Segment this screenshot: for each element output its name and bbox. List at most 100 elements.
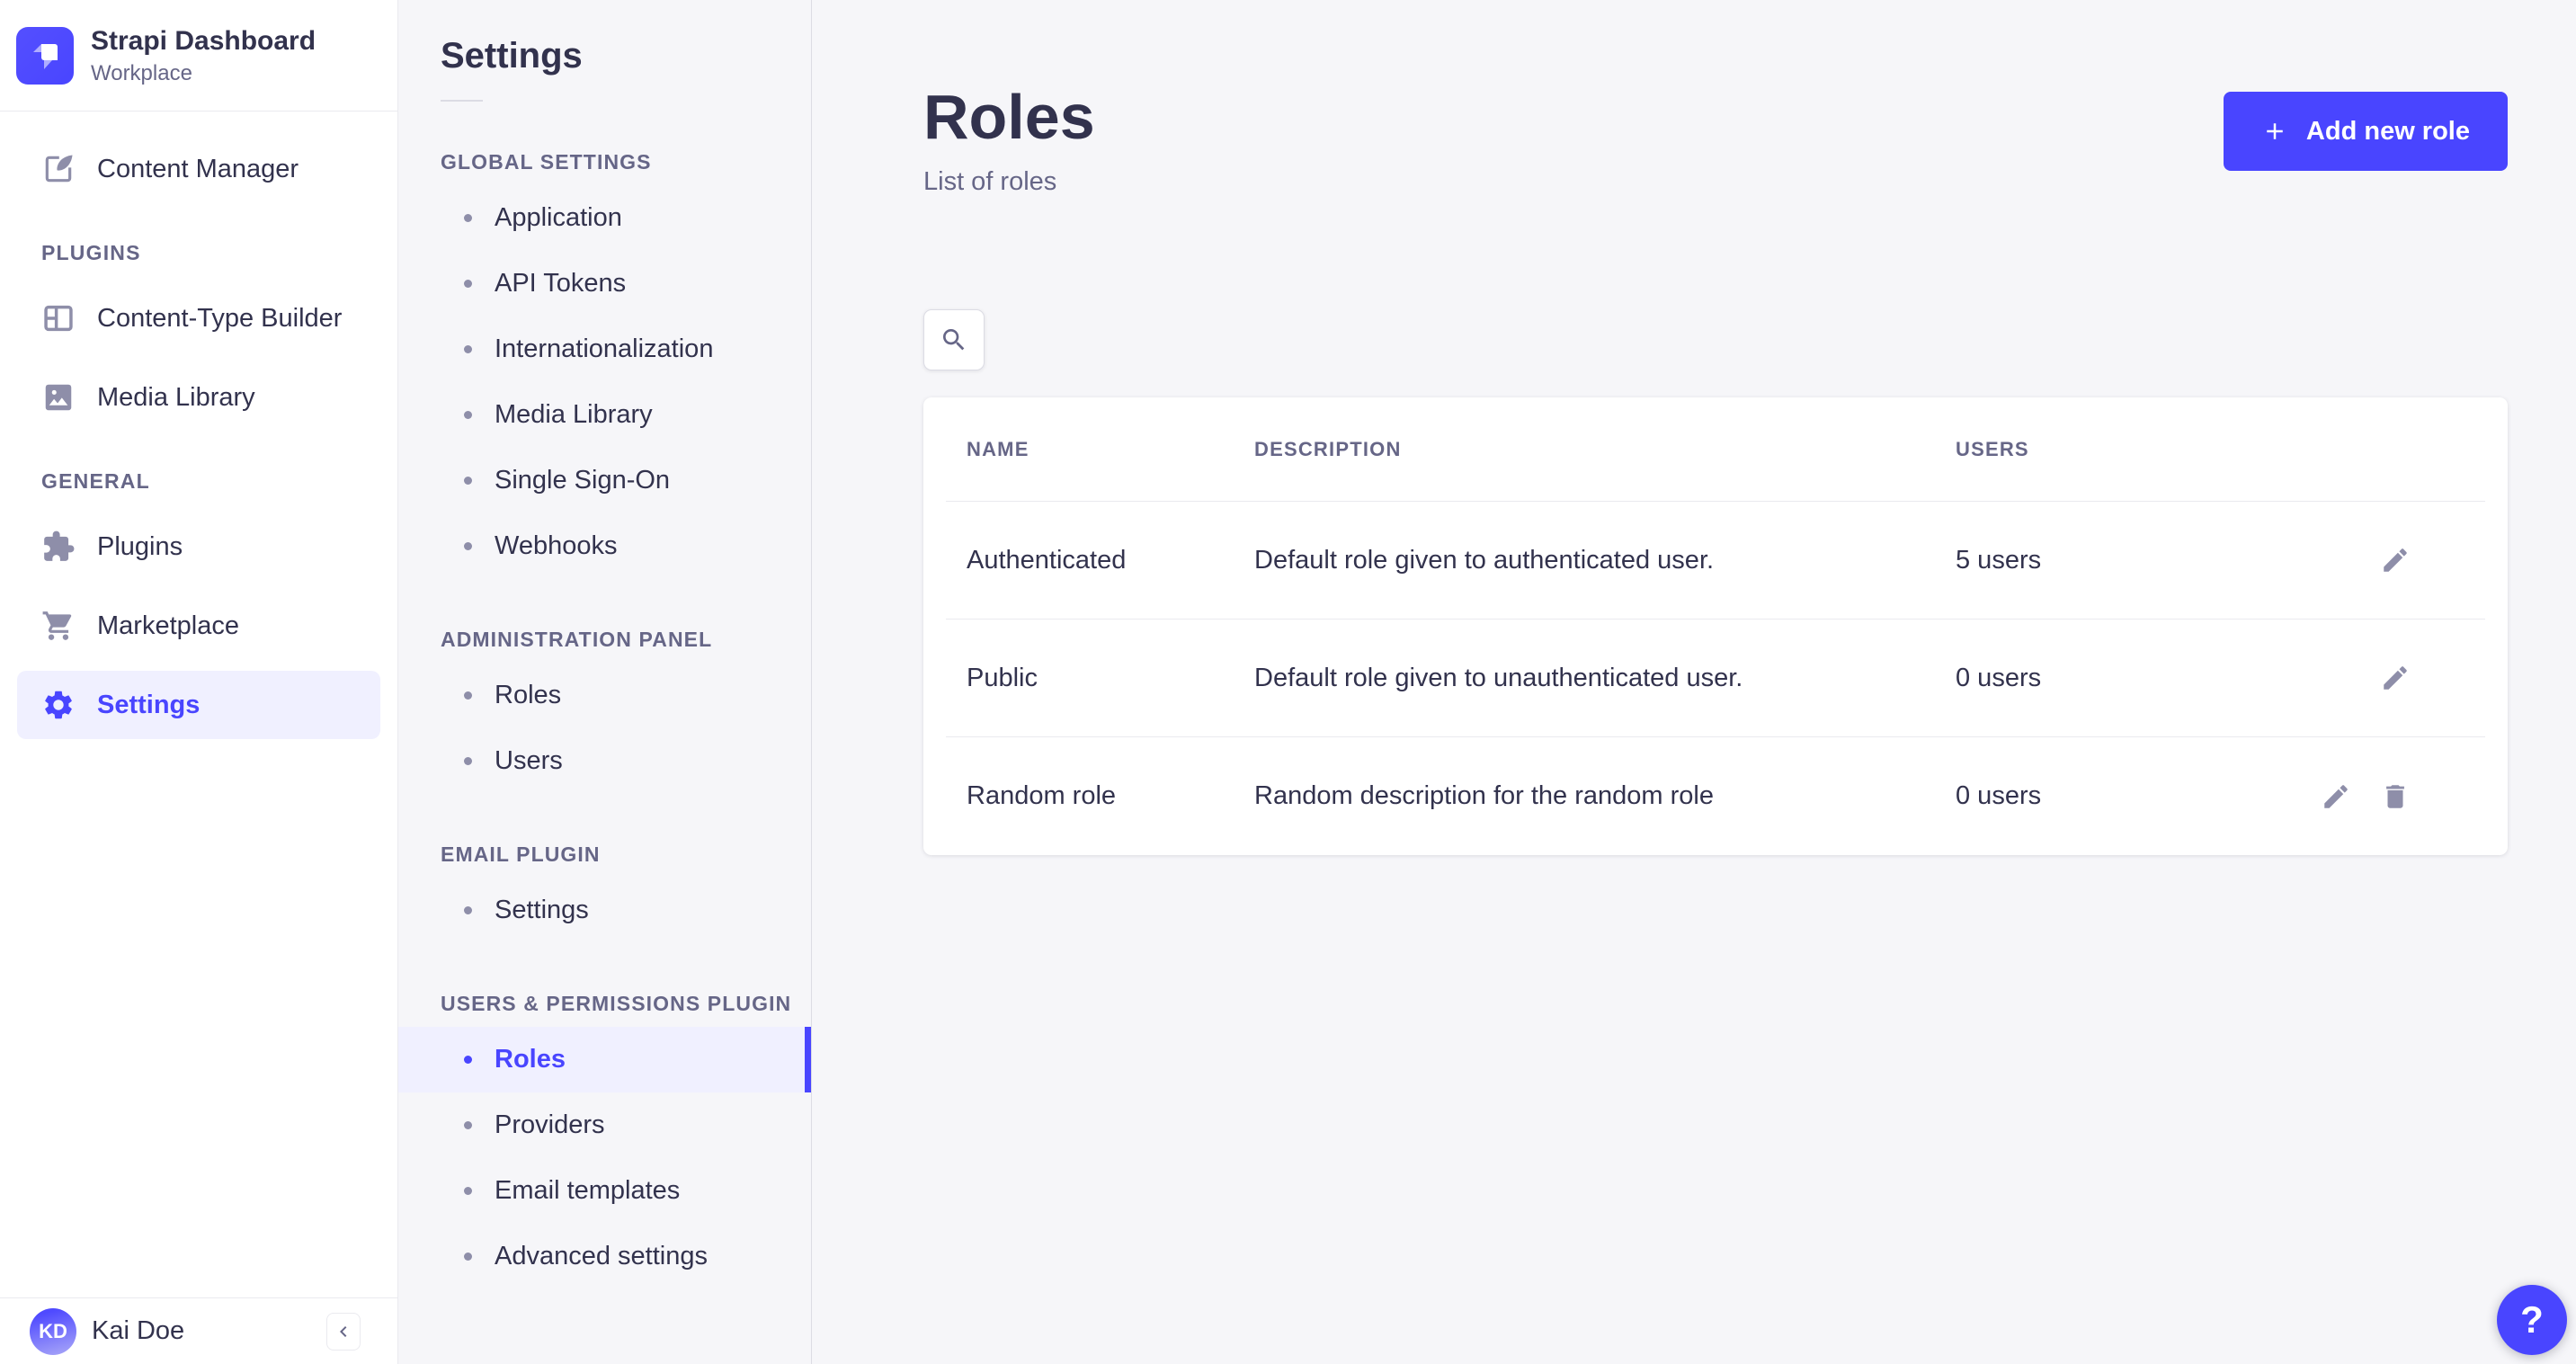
edit-role-button[interactable]: [2380, 545, 2411, 575]
edit-role-button[interactable]: [2321, 781, 2351, 812]
bullet-icon: [464, 345, 472, 353]
role-description-cell: Default role given to authenticated user…: [1254, 545, 1715, 575]
workspace-name: Workplace: [91, 60, 192, 85]
settings-sidebar-title: Settings: [441, 36, 583, 76]
search-icon: [940, 325, 968, 354]
subnav-item-label: Roles: [495, 681, 562, 709]
subnav-item-application[interactable]: Application: [398, 185, 811, 251]
bullet-icon: [464, 411, 472, 419]
bullet-icon: [464, 691, 472, 700]
subnav-item-advanced-settings[interactable]: Advanced settings: [398, 1224, 811, 1289]
add-new-role-button[interactable]: Add new role: [2223, 92, 2508, 171]
subnav-item-label: Webhooks: [495, 531, 618, 560]
collapse-sidebar-button[interactable]: [326, 1312, 361, 1351]
marketplace-icon: [41, 609, 76, 643]
subnav-item-label: Email templates: [495, 1176, 681, 1205]
pencil-icon: [2321, 781, 2351, 812]
role-name-cell: Random role: [967, 781, 1117, 810]
bullet-icon: [464, 280, 472, 288]
subnav-item-api-tokens[interactable]: API Tokens: [398, 251, 811, 316]
plus-icon: [2261, 118, 2288, 145]
subnav-item-label: Application: [495, 203, 622, 232]
bullet-icon: [464, 1187, 472, 1195]
role-description-cell: Random description for the random role: [1254, 781, 1714, 810]
row-actions: [2321, 781, 2465, 812]
role-name-cell: Authenticated: [967, 545, 1127, 575]
edit-role-button[interactable]: [2380, 663, 2411, 693]
bullet-icon: [464, 542, 472, 550]
settings-section-label-users-permissions-plugin: USERS & PERMISSIONS PLUGIN: [441, 992, 792, 1015]
subnav-item-label: Advanced settings: [495, 1242, 708, 1270]
sidebar-footer: KD Kai Doe: [0, 1297, 397, 1364]
nav-item-label: Marketplace: [97, 611, 239, 640]
subnav-item-media-library[interactable]: Media Library: [398, 382, 811, 448]
nav-item-label: Content-Type Builder: [97, 303, 343, 333]
column-header-name: NAME: [967, 437, 1030, 460]
bullet-icon: [464, 1121, 472, 1129]
role-name-cell: Public: [967, 663, 1038, 692]
delete-role-button[interactable]: [2380, 781, 2411, 812]
role-description-cell: Default role given to unauthenticated us…: [1254, 663, 1743, 692]
help-button[interactable]: ?: [2497, 1285, 2567, 1355]
bullet-icon: [464, 906, 472, 914]
nav-section-label: PLUGINS: [41, 241, 141, 264]
bullet-icon: [464, 1056, 472, 1064]
table-row-public[interactable]: Public Default role given to unauthentica…: [946, 620, 2485, 737]
subnav-item-providers[interactable]: Providers: [398, 1092, 811, 1158]
page-title: Roles: [923, 82, 1095, 152]
column-header-description: DESCRIPTION: [1254, 437, 1402, 460]
nav-group: Content Manager: [0, 135, 397, 203]
settings-section-label-global-settings: GLOBAL SETTINGS: [441, 150, 652, 174]
main-content: Roles List of roles Add new role NAME DE…: [812, 0, 2576, 1364]
nav-item-marketplace[interactable]: Marketplace: [0, 592, 397, 660]
subnav-item-roles[interactable]: Roles: [398, 663, 811, 728]
page-header-text: Roles List of roles: [923, 83, 1095, 197]
subnav-item-label: API Tokens: [495, 269, 627, 298]
table-row-authenticated[interactable]: Authenticated Default role given to authe…: [946, 502, 2485, 620]
pencil-icon: [2380, 663, 2411, 693]
table-toolbar: [923, 309, 2508, 370]
subnav-item-single-sign-on[interactable]: Single Sign-On: [398, 448, 811, 513]
page-header: Roles List of roles Add new role: [923, 0, 2508, 197]
bullet-icon: [464, 214, 472, 222]
row-actions: [2380, 545, 2465, 575]
avatar[interactable]: KD: [30, 1307, 76, 1355]
main-sidebar: Strapi Dashboard Workplace Content Manag…: [0, 0, 398, 1364]
add-new-role-label: Add new role: [2305, 116, 2470, 146]
strapi-logo-icon: [16, 26, 74, 85]
pencil-icon: [2380, 545, 2411, 575]
bullet-icon: [464, 477, 472, 485]
nav-section-label: GENERAL: [41, 469, 150, 493]
nav-item-settings[interactable]: Settings: [17, 671, 380, 739]
column-header-users: USERS: [1956, 437, 2029, 460]
subnav-item-internationalization[interactable]: Internationalization: [398, 316, 811, 382]
settings-sidebar: Settings GLOBAL SETTINGS Application API T…: [398, 0, 812, 1364]
search-button[interactable]: [923, 309, 985, 370]
subnav-item-users[interactable]: Users: [398, 728, 811, 794]
nav-item-label: Media Library: [97, 382, 255, 412]
nav-item-content-manager[interactable]: Content Manager: [0, 135, 397, 203]
subnav-item-settings[interactable]: Settings: [398, 878, 811, 943]
subnav-item-label: Providers: [495, 1110, 605, 1139]
app-title: Strapi Dashboard: [91, 25, 316, 56]
subnav-item-roles[interactable]: Roles: [398, 1027, 811, 1092]
main-nav-groups: Content Manager PLUGINS Content-Type Build…: [0, 111, 397, 739]
nav-item-label: Plugins: [97, 531, 183, 561]
subnav-item-label: Single Sign-On: [495, 466, 671, 495]
settings-sidebar-sections: GLOBAL SETTINGS Application API Tokens Inte…: [398, 148, 811, 1289]
nav-item-media-library[interactable]: Media Library: [0, 363, 397, 432]
page-subtitle: List of roles: [923, 167, 1057, 196]
nav-group-plugins: PLUGINS Content-Type Builder Media Library: [0, 239, 397, 432]
subnav-item-email-templates[interactable]: Email templates: [398, 1158, 811, 1224]
bullet-icon: [464, 1253, 472, 1261]
nav-item-content-type-builder[interactable]: Content-Type Builder: [0, 284, 397, 352]
role-users-cell: 0 users: [1956, 781, 2042, 810]
subnav-item-label: Media Library: [495, 400, 653, 429]
subnav-item-webhooks[interactable]: Webhooks: [398, 513, 811, 579]
chevron-left-icon: [333, 1321, 354, 1342]
table-row-random-role[interactable]: Random role Random description for the ra…: [946, 737, 2485, 855]
settings-section-label-administration-panel: ADMINISTRATION PANEL: [441, 628, 713, 651]
nav-group-general: GENERAL Plugins Marketplace Settings: [0, 468, 397, 739]
plugins-icon: [41, 530, 76, 564]
nav-item-plugins[interactable]: Plugins: [0, 513, 397, 581]
